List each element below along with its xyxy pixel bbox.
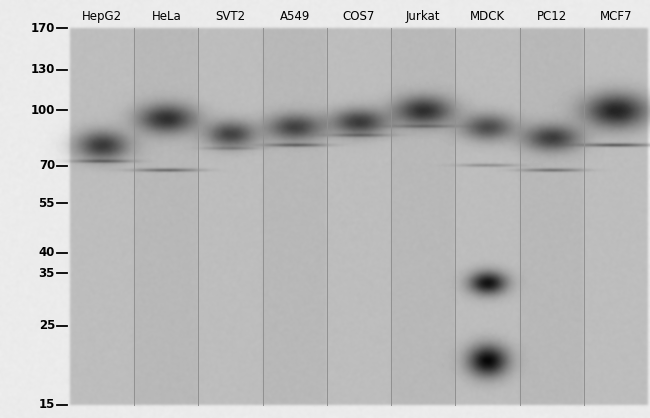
Text: 15: 15 (38, 398, 55, 411)
Text: 25: 25 (38, 319, 55, 332)
Text: HepG2: HepG2 (82, 10, 122, 23)
Text: PC12: PC12 (536, 10, 567, 23)
Text: MCF7: MCF7 (600, 10, 632, 23)
Text: Jurkat: Jurkat (406, 10, 441, 23)
Text: 70: 70 (39, 159, 55, 172)
Text: SVT2: SVT2 (216, 10, 246, 23)
Text: 35: 35 (38, 267, 55, 280)
Text: HeLa: HeLa (151, 10, 181, 23)
Text: A549: A549 (280, 10, 310, 23)
Text: MDCK: MDCK (470, 10, 505, 23)
Text: 55: 55 (38, 197, 55, 210)
Text: 170: 170 (31, 21, 55, 35)
Text: 40: 40 (38, 246, 55, 259)
Text: COS7: COS7 (343, 10, 375, 23)
Text: 100: 100 (31, 104, 55, 117)
Text: 130: 130 (31, 63, 55, 76)
